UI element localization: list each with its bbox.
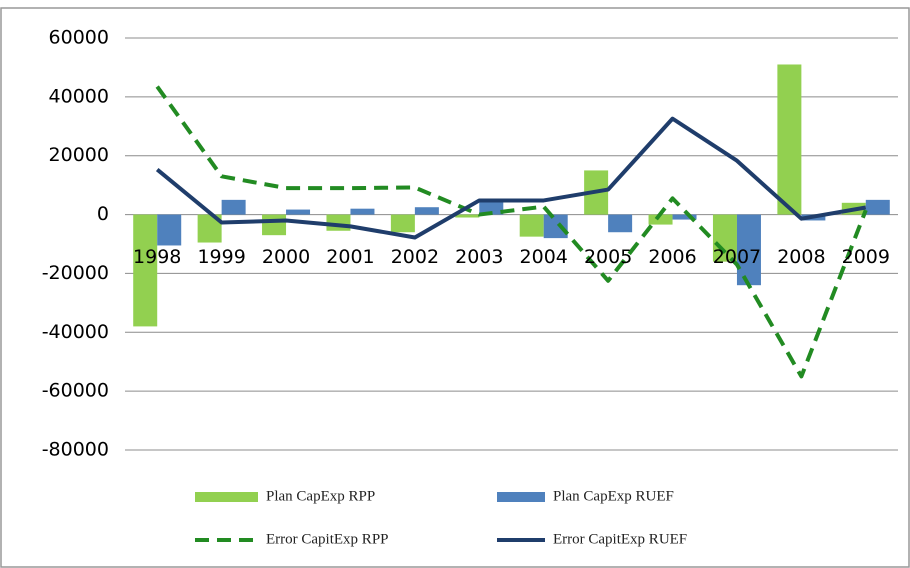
y-tick-label: -20000	[42, 262, 109, 284]
y-tick-label: 0	[97, 203, 109, 225]
bar	[712, 214, 737, 262]
legend-swatch	[497, 492, 545, 502]
bar	[777, 64, 802, 215]
bar	[672, 214, 697, 220]
x-tick-label: 1998	[133, 246, 181, 268]
y-tick-label: -60000	[42, 380, 109, 402]
legend-label: Plan CapExp RUEF	[553, 488, 674, 504]
bar	[262, 214, 287, 236]
bar	[543, 214, 568, 239]
line	[155, 85, 868, 379]
bar	[390, 214, 415, 233]
bar	[479, 199, 504, 215]
legend-label: Plan CapExp RPP	[266, 488, 375, 504]
y-tick-label: -40000	[42, 321, 109, 343]
bar	[519, 214, 544, 237]
bar	[133, 214, 158, 327]
bar	[455, 214, 480, 218]
bar	[648, 214, 673, 225]
y-tick-label: -80000	[42, 439, 109, 461]
bar	[350, 208, 375, 215]
x-tick-label: 2008	[777, 246, 825, 268]
bar	[157, 214, 182, 246]
x-tick-label: 2004	[520, 246, 568, 268]
x-tick-label: 2000	[262, 246, 310, 268]
x-tick-label: 2002	[391, 246, 439, 268]
bar	[608, 214, 633, 233]
bar	[414, 207, 439, 215]
y-tick-label: 60000	[49, 27, 109, 49]
legend-label: Error CapitExp RUEF	[553, 531, 687, 547]
x-tick-label: 2005	[584, 246, 632, 268]
x-tick-label: 2006	[648, 246, 696, 268]
x-tick-label: 1999	[197, 246, 245, 268]
x-tick-label: 2007	[713, 246, 761, 268]
x-tick-label: 2001	[326, 246, 374, 268]
y-tick-label: 20000	[49, 144, 109, 166]
legend-label: Error CapitExp RPP	[266, 531, 389, 547]
bar	[286, 209, 311, 215]
x-tick-label: 2009	[842, 246, 890, 268]
legend-swatch	[195, 492, 258, 502]
bar	[736, 214, 761, 286]
bar	[221, 199, 246, 215]
line	[155, 116, 867, 240]
x-tick-label: 2003	[455, 246, 503, 268]
bar	[865, 199, 890, 215]
y-tick-label: 40000	[49, 85, 109, 107]
